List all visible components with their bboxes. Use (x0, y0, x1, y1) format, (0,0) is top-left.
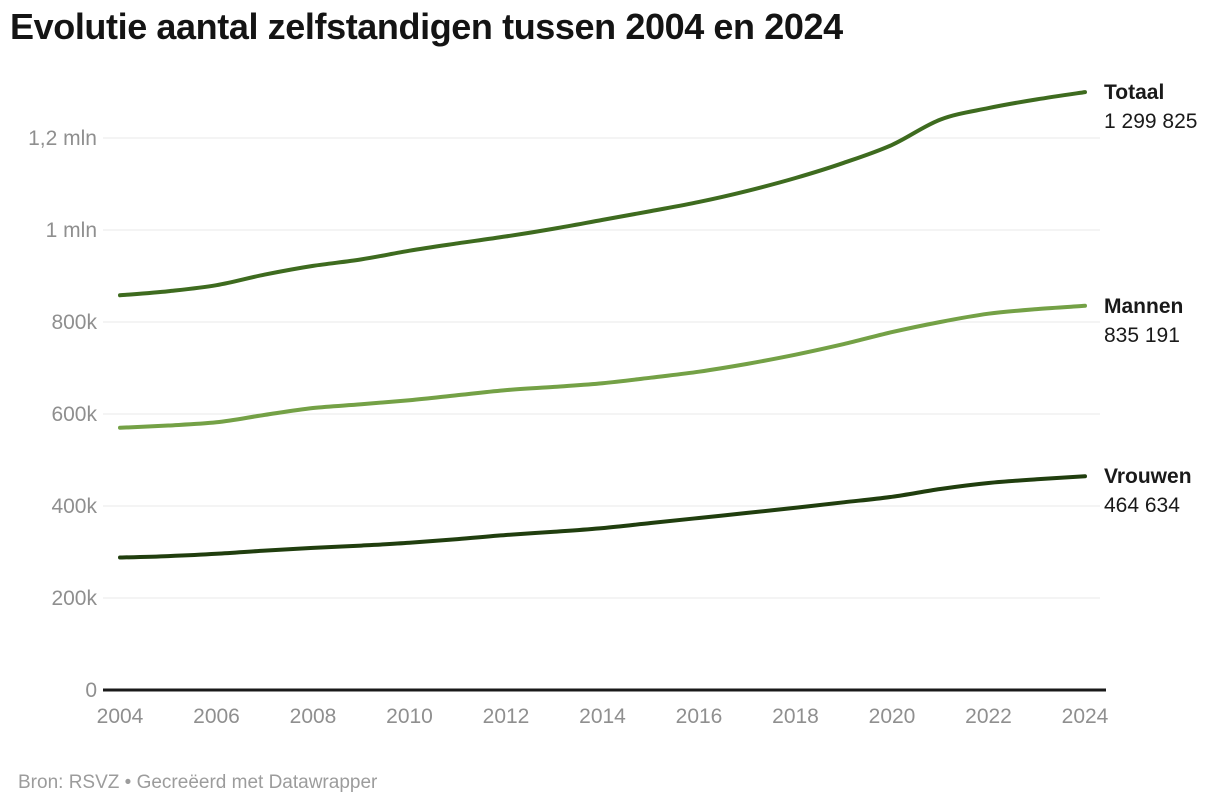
series-label-mannen: Mannen 835 191 (1104, 292, 1216, 350)
x-axis-tick-label: 2016 (676, 705, 723, 728)
series-value-totaal: 1 299 825 (1104, 110, 1198, 134)
series-value-mannen: 835 191 (1104, 323, 1180, 347)
x-axis-tick-label: 2004 (97, 705, 144, 728)
source-attribution-text: Bron: RSVZ • Gecreëerd met Datawrapper (18, 772, 378, 793)
series-line-mannen (118, 303, 1087, 430)
x-axis-tick-label: 2006 (193, 705, 240, 728)
chart-footer: Bron: RSVZ • Gecreëerd met Datawrapper (18, 772, 377, 794)
series-line-vrouwen (118, 474, 1087, 560)
x-axis-tick-label: 2022 (965, 705, 1012, 728)
series-name-vrouwen: Vrouwen (1104, 465, 1192, 489)
x-axis-tick-label: 2018 (772, 705, 819, 728)
series-name-mannen: Mannen (1104, 294, 1184, 318)
series-line-totaal (118, 90, 1087, 298)
series-label-vrouwen: Vrouwen 464 634 (1104, 462, 1216, 520)
y-axis-tick-label: 600k (51, 403, 97, 426)
x-axis-tick-label: 2008 (290, 705, 337, 728)
y-axis-tick-label: 400k (51, 495, 97, 518)
y-axis-tick-label: 1,2 mln (28, 127, 97, 150)
y-axis-tick-label: 200k (51, 587, 97, 610)
x-axis-tick-label: 2010 (386, 705, 433, 728)
series-value-vrouwen: 464 634 (1104, 494, 1180, 518)
series-name-totaal: Totaal (1104, 81, 1165, 105)
chart-title: Evolutie aantal zelfstandigen tussen 200… (10, 6, 843, 47)
series-label-totaal: Totaal 1 299 825 (1104, 78, 1216, 136)
y-axis-tick-label: 1 mln (46, 219, 97, 242)
x-axis-tick-label: 2014 (579, 705, 626, 728)
y-axis-tick-label: 0 (85, 679, 97, 702)
x-axis-tick-label: 2024 (1062, 705, 1109, 728)
x-axis-tick-label: 2020 (869, 705, 916, 728)
y-axis-tick-label: 800k (51, 311, 97, 334)
x-axis-tick-label: 2012 (483, 705, 530, 728)
